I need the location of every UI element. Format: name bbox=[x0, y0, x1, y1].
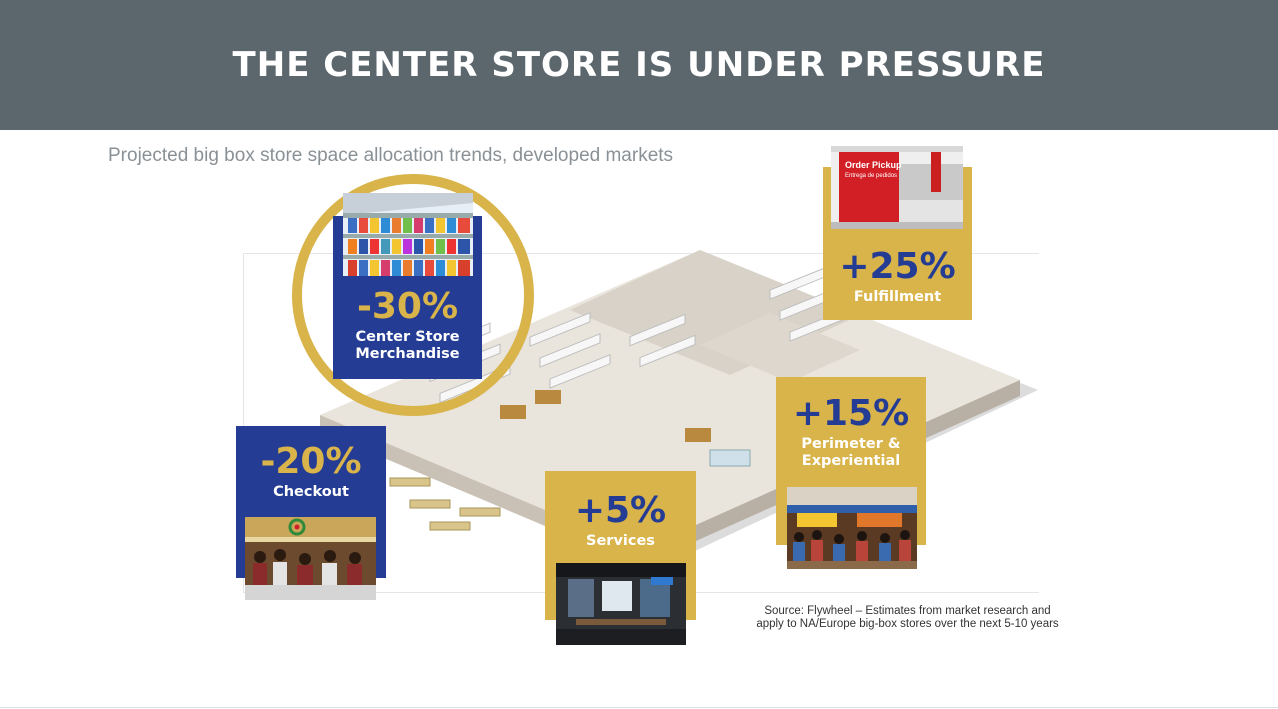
shelf bbox=[639, 334, 696, 368]
bin bbox=[535, 390, 561, 404]
perimeter-label-1: Perimeter & bbox=[801, 436, 901, 452]
checkout-value: -20% bbox=[260, 441, 362, 482]
header-banner: THE CENTER STORE IS UNDER PRESSURE bbox=[0, 0, 1278, 130]
center-store-photo bbox=[343, 193, 473, 276]
shelf bbox=[539, 333, 601, 368]
services-label: Services bbox=[586, 533, 655, 549]
source-note: Source: Flywheel – Estimates from market… bbox=[730, 605, 1085, 631]
highlight-circle bbox=[292, 174, 534, 416]
shelf bbox=[549, 354, 611, 389]
produce-bins bbox=[500, 390, 711, 442]
fulfillment-value: +25% bbox=[839, 246, 956, 287]
services-value: +5% bbox=[574, 490, 667, 531]
bottom-divider bbox=[0, 707, 1278, 708]
lane bbox=[429, 521, 471, 531]
fulfillment-label: Fulfillment bbox=[853, 289, 942, 305]
display-case bbox=[709, 449, 751, 467]
perimeter-value: +15% bbox=[792, 393, 910, 434]
fulfillment-photo: Order Pickup Entrega de pedidos bbox=[831, 146, 963, 229]
store-floor bbox=[320, 250, 1020, 550]
lane bbox=[389, 477, 431, 487]
center-store-label-1: Center Store bbox=[355, 329, 460, 345]
shelf bbox=[629, 313, 686, 347]
services-photo bbox=[556, 563, 686, 645]
bin bbox=[500, 405, 526, 419]
checkout-lanes bbox=[389, 477, 501, 531]
source-line-2: apply to NA/Europe big-box stores over t… bbox=[756, 618, 1059, 631]
order-pickup-sign: Order Pickup bbox=[845, 160, 902, 170]
checkout-photo bbox=[245, 517, 376, 600]
bin bbox=[685, 428, 711, 442]
shelf bbox=[529, 312, 591, 347]
lane bbox=[459, 507, 501, 517]
page-title: THE CENTER STORE IS UNDER PRESSURE bbox=[232, 45, 1046, 85]
order-pickup-sign-spanish: Entrega de pedidos bbox=[845, 173, 897, 179]
checkout-label: Checkout bbox=[273, 484, 349, 500]
source-line-1: Source: Flywheel – Estimates from market… bbox=[764, 605, 1051, 617]
center-store-value: -30% bbox=[356, 286, 459, 327]
lane bbox=[409, 499, 451, 509]
back-room-2 bbox=[700, 313, 860, 382]
perimeter-photo bbox=[787, 487, 917, 569]
perimeter-label-2: Experiential bbox=[801, 453, 901, 470]
subtitle: Projected big box store space allocation… bbox=[108, 145, 674, 166]
center-store-label-2: Merchandise bbox=[355, 346, 460, 363]
